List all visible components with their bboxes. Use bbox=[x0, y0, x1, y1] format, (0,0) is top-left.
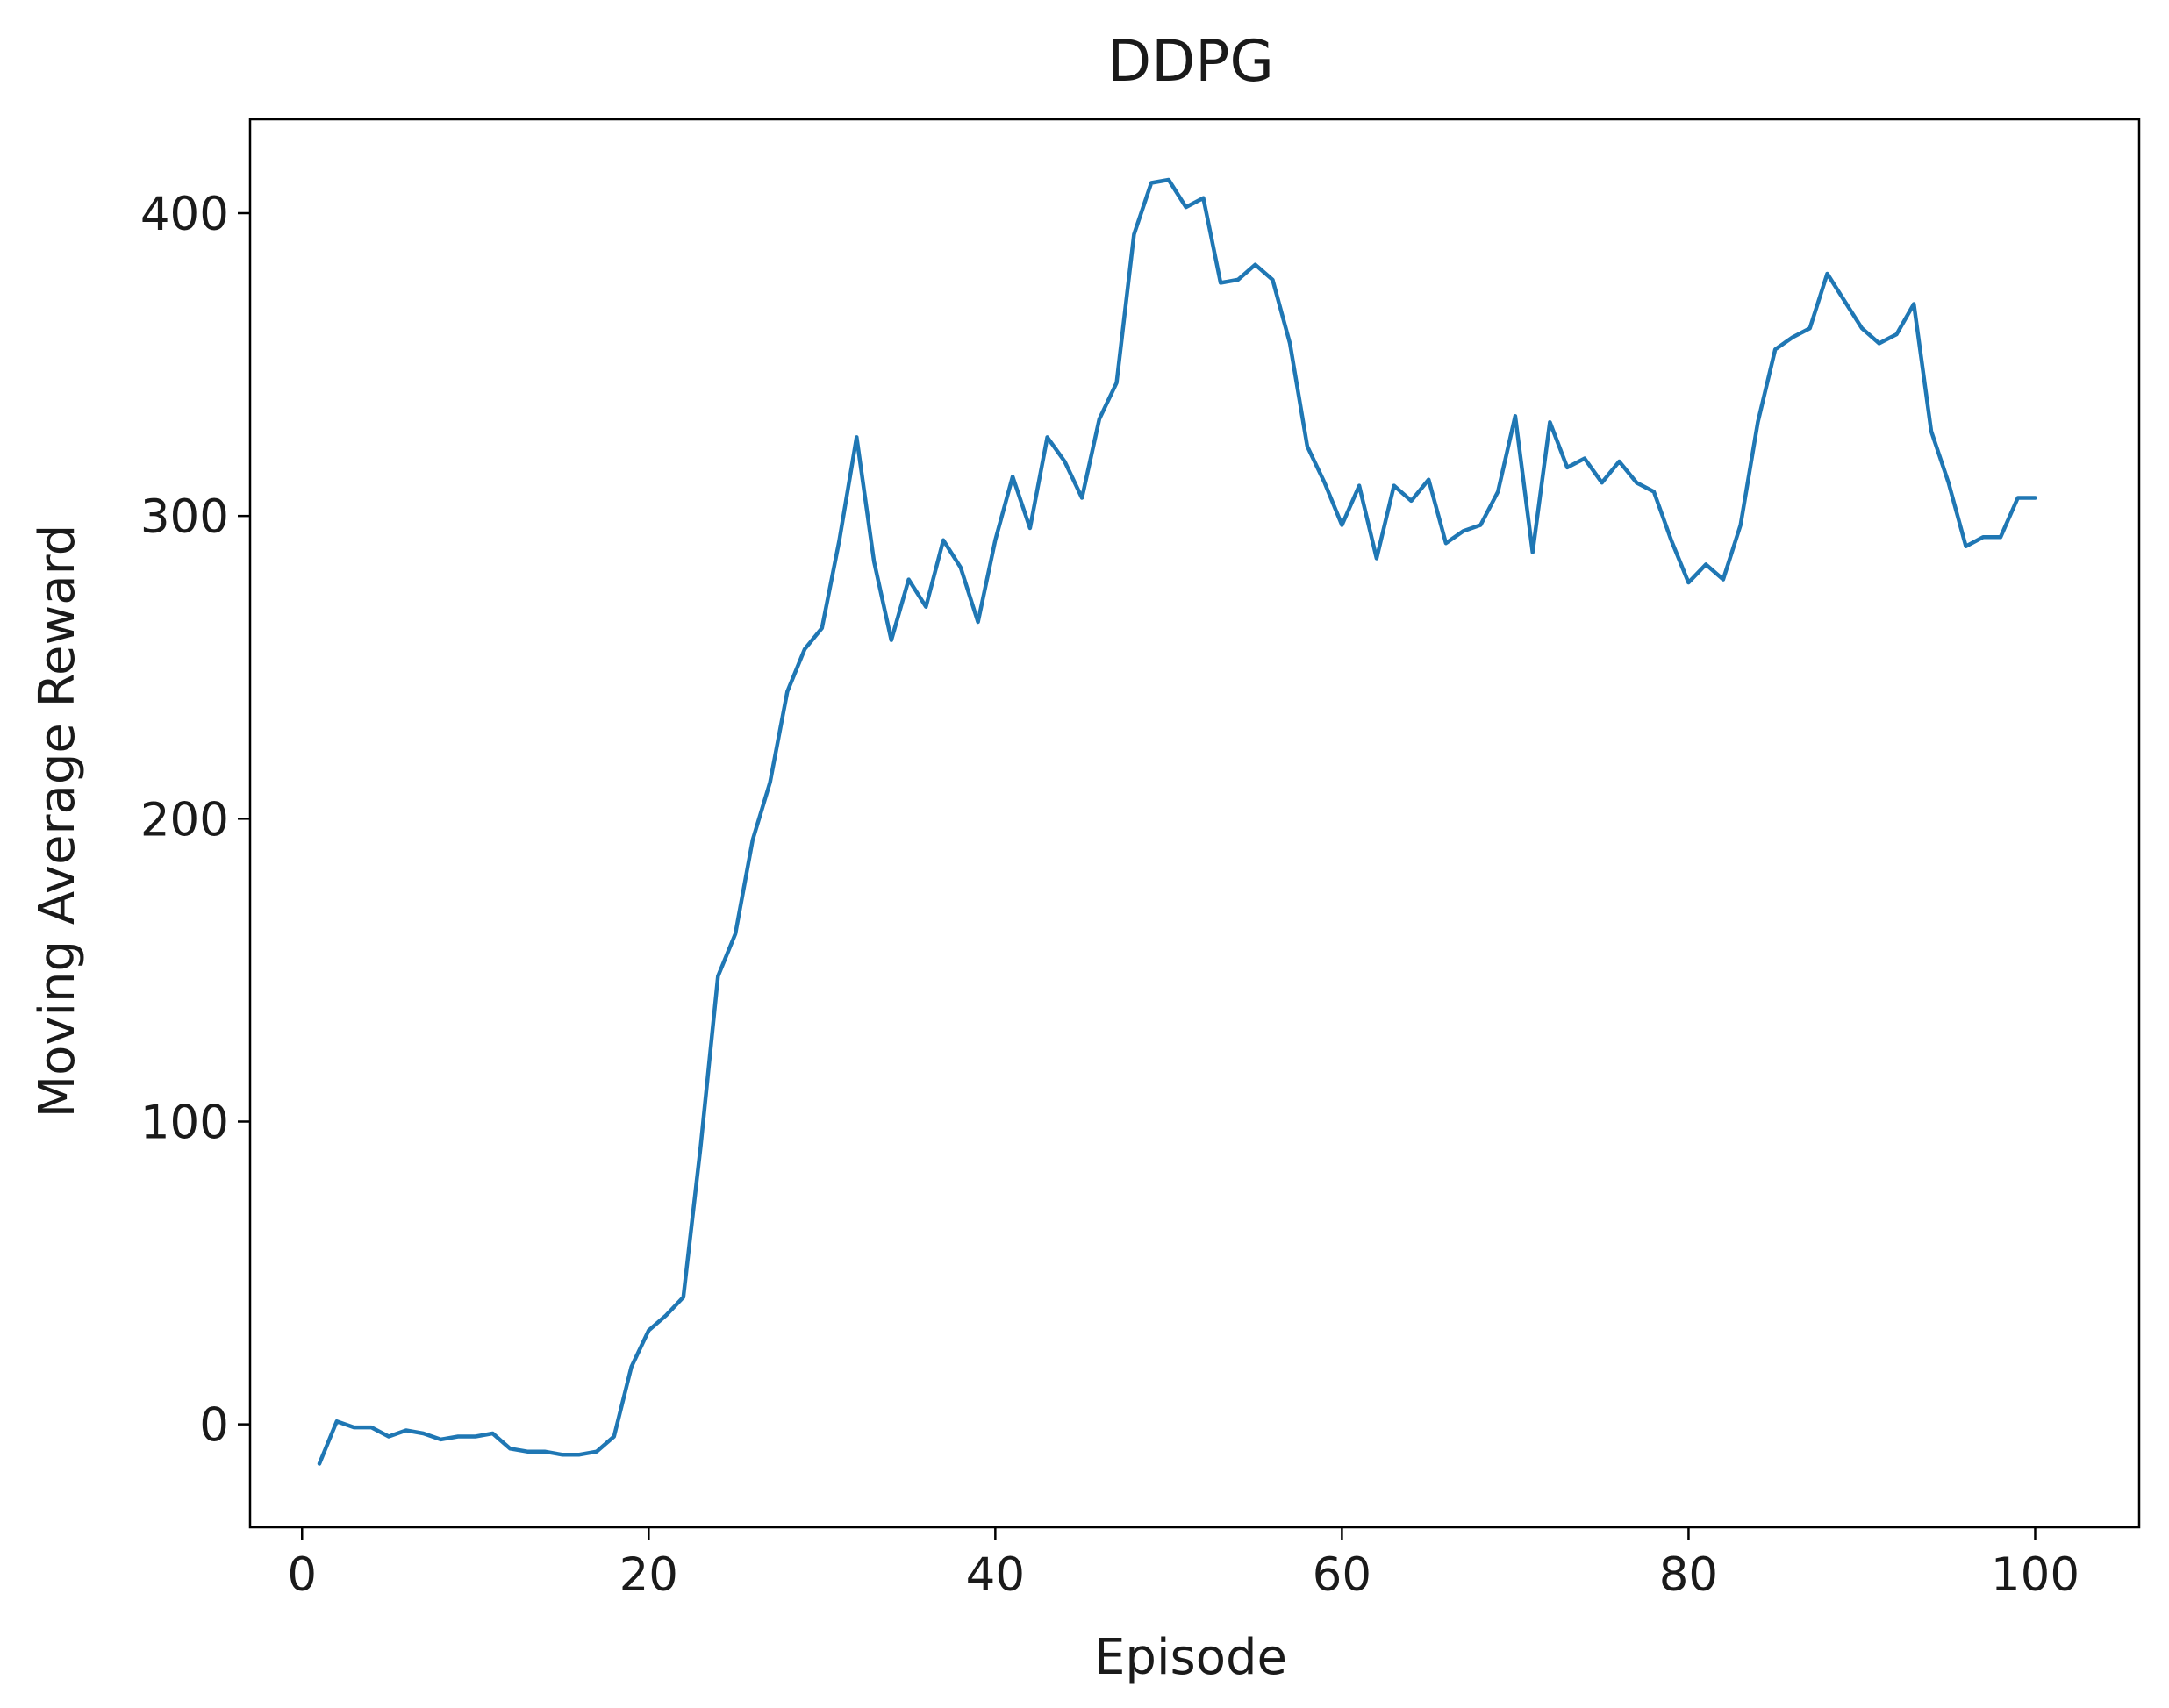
x-tick-label: 60 bbox=[1313, 1548, 1371, 1602]
y-tick-label: 100 bbox=[140, 1096, 229, 1149]
y-tick-label: 200 bbox=[140, 793, 229, 847]
x-axis-ticks: 0 20 40 60 80 100 bbox=[287, 1527, 2080, 1602]
series-line bbox=[317, 177, 2037, 1466]
y-axis-ticks: 0 100 200 300 400 bbox=[140, 188, 250, 1453]
plot-area-frame bbox=[248, 118, 2141, 1529]
y-tick-label: 400 bbox=[140, 188, 229, 241]
x-tick-label: 80 bbox=[1659, 1548, 1718, 1602]
x-tick-label: 40 bbox=[966, 1548, 1025, 1602]
x-tick-label: 0 bbox=[287, 1548, 317, 1602]
y-tick-label: 300 bbox=[140, 490, 229, 544]
chart-title: DDPG bbox=[1107, 29, 1274, 95]
y-tick-label: 0 bbox=[199, 1399, 229, 1453]
x-axis-label: Episode bbox=[1094, 1629, 1287, 1686]
x-tick-label: 100 bbox=[1991, 1548, 2080, 1602]
y-axis-label: Moving Average Reward bbox=[29, 525, 86, 1118]
x-tick-label: 20 bbox=[619, 1548, 678, 1602]
